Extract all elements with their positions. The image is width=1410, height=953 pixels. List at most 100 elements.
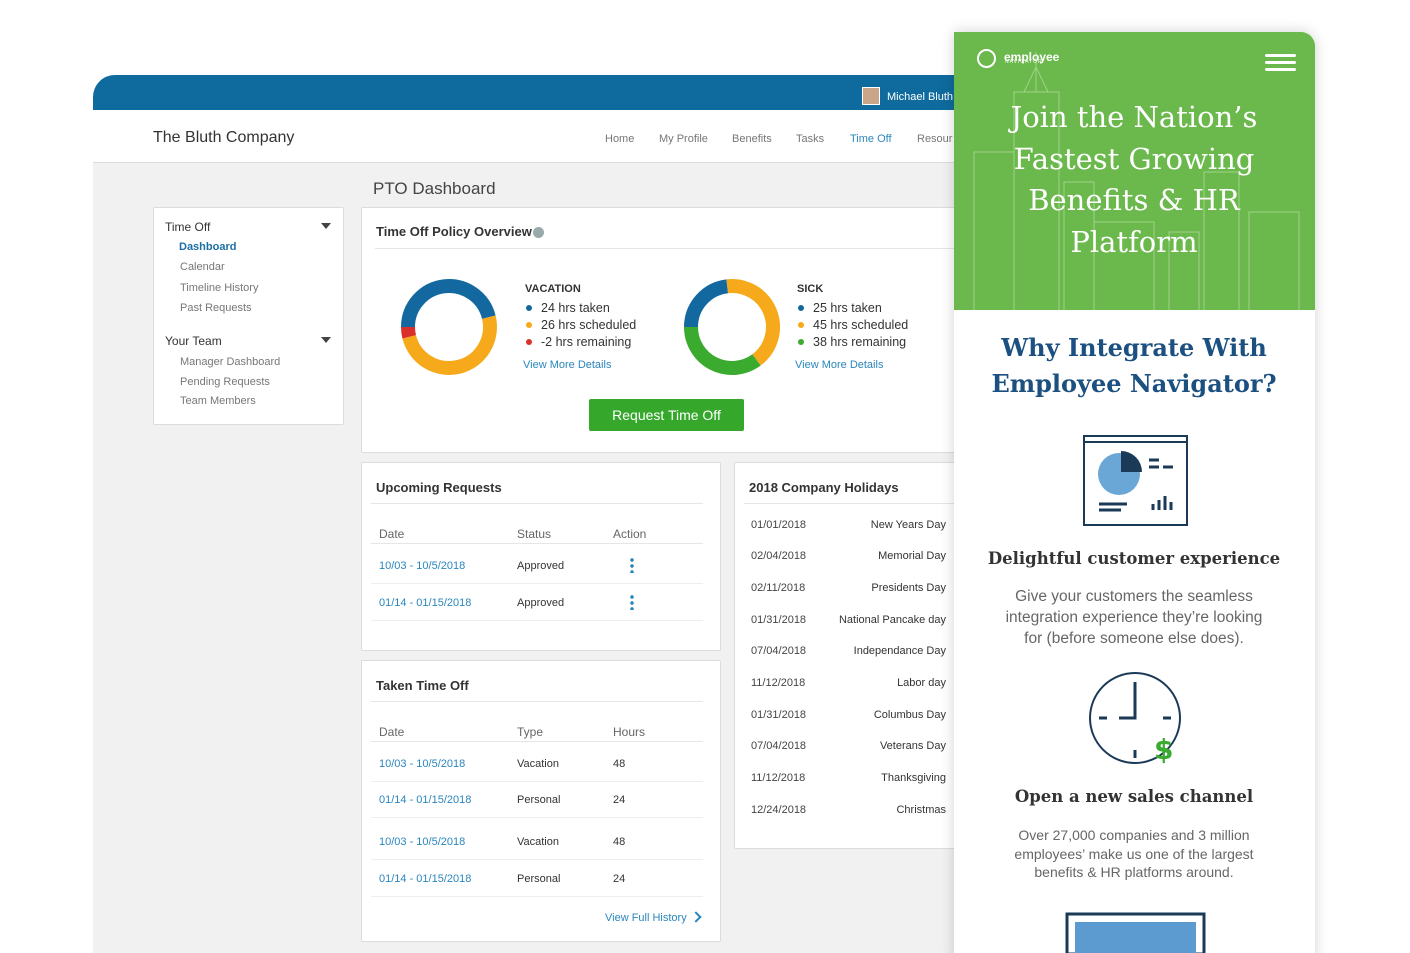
caret[interactable] <box>321 337 331 343</box>
legend-item: 45 hrs scheduled <box>813 317 908 333</box>
nav-link[interactable]: Home <box>605 133 635 145</box>
legend-dot <box>526 305 532 311</box>
building <box>1093 221 1155 310</box>
details-link[interactable]: View More Details <box>523 359 612 371</box>
card-title: 2018 Company Holidays <box>749 480 899 495</box>
holiday-name: Presidents Day <box>871 582 946 594</box>
table-cell: Vacation <box>517 836 559 848</box>
city-lines <box>973 52 1300 310</box>
table-cell[interactable]: 01/14 - 01/15/2018 <box>379 597 472 609</box>
donut-segment <box>684 279 729 328</box>
details-link[interactable]: View More Details <box>795 359 884 371</box>
holiday-name: Independance Day <box>853 645 946 657</box>
table-cell: 24 <box>613 873 626 885</box>
holiday-date: 07/04/2018 <box>751 645 807 657</box>
upcoming-card <box>361 462 721 651</box>
hours-value: 26 <box>541 318 555 332</box>
action-menu[interactable] <box>630 594 634 610</box>
history-link[interactable]: View Full History <box>605 912 687 924</box>
sidebar-item[interactable]: Timeline History <box>180 282 259 294</box>
sidebar-item[interactable]: Team Members <box>180 395 256 407</box>
laptop-screen <box>1075 922 1196 953</box>
table-cell[interactable]: 10/03 - 10/5/2018 <box>379 758 466 770</box>
nav-link[interactable]: Benefits <box>732 133 772 145</box>
legend-dot <box>526 322 532 328</box>
legend-dot <box>798 322 804 328</box>
column-header: Action <box>613 527 647 541</box>
spire <box>1023 52 1049 93</box>
feature-text: Give your customers the seamless integra… <box>1005 588 1263 647</box>
sidebar-item[interactable]: Past Requests <box>180 302 252 314</box>
hours-label: hrs remaining <box>830 335 907 349</box>
logo-text: employee <box>1004 50 1060 64</box>
building <box>1168 231 1200 310</box>
legend-item: 24 hrs taken <box>541 300 610 316</box>
divider <box>371 543 703 544</box>
hours-value: 25 <box>813 301 827 315</box>
donut-segment <box>684 326 761 375</box>
card-title: Time Off Policy Overview <box>376 224 532 239</box>
policy-name: SICK <box>797 283 824 295</box>
menu-bar[interactable] <box>1265 54 1296 57</box>
company-name: The Bluth Company <box>153 129 295 146</box>
sidebar-group[interactable]: Time Off <box>165 220 211 234</box>
holiday-date: 01/31/2018 <box>751 614 807 626</box>
bars <box>1099 458 1173 512</box>
table-cell: Approved <box>517 560 565 572</box>
logo-sub: NAVIGATOR <box>1005 59 1043 65</box>
menu-bar[interactable] <box>1265 68 1296 71</box>
divider <box>371 620 703 621</box>
nav-link[interactable]: My Profile <box>659 133 708 145</box>
clock <box>1089 672 1181 764</box>
sidebar-item[interactable]: Calendar <box>180 261 225 273</box>
holiday-date: 12/24/2018 <box>751 804 807 816</box>
hours-label: hrs scheduled <box>830 318 909 332</box>
caret[interactable] <box>321 223 331 229</box>
page-title: PTO Dashboard <box>373 179 496 198</box>
dollar-icon: $ <box>1154 733 1173 766</box>
divider <box>371 701 703 702</box>
table-cell: 48 <box>613 836 626 848</box>
table-cell: Approved <box>517 597 565 609</box>
table-cell[interactable]: 10/03 - 10/5/2018 <box>379 560 466 572</box>
donut-segment <box>726 279 780 366</box>
feature-text: Over 27,000 companies and 3 million empl… <box>1014 827 1254 880</box>
building <box>1203 171 1240 310</box>
sidebar-group[interactable]: Your Team <box>165 334 222 348</box>
menu-bar[interactable] <box>1265 61 1296 64</box>
legend-dot <box>798 305 804 311</box>
holiday-name: Labor day <box>897 677 946 689</box>
divider <box>371 817 703 818</box>
holiday-name: Memorial Day <box>878 550 946 562</box>
nav-link[interactable]: Time Off <box>850 133 892 145</box>
hours-label: hrs taken <box>830 301 882 315</box>
donut-segment <box>401 326 417 339</box>
user-name: Michael Bluth <box>887 91 954 103</box>
divider <box>371 859 703 860</box>
divider <box>371 741 703 742</box>
divider <box>375 248 954 249</box>
sidebar-item[interactable]: Dashboard <box>179 241 237 253</box>
holiday-name: Thanksgiving <box>881 772 946 784</box>
sidebar-item[interactable]: Pending Requests <box>180 376 270 388</box>
holidays-card <box>734 462 986 849</box>
holiday-date: 07/04/2018 <box>751 740 807 752</box>
sidebar-item[interactable]: Manager Dashboard <box>180 356 281 368</box>
column-header: Date <box>379 527 405 541</box>
table-cell[interactable]: 10/03 - 10/5/2018 <box>379 836 466 848</box>
nav-link[interactable]: Resour <box>917 133 953 145</box>
table-cell: 24 <box>613 794 626 806</box>
holiday-date: 11/12/2018 <box>751 677 806 689</box>
table-cell: Personal <box>517 873 561 885</box>
table-cell[interactable]: 01/14 - 01/15/2018 <box>379 794 472 806</box>
request-button[interactable]: Request Time Off <box>589 399 744 431</box>
clock-hands <box>1099 682 1171 758</box>
table-cell: Personal <box>517 794 561 806</box>
nav-bar <box>93 110 954 163</box>
table-cell[interactable]: 01/14 - 01/15/2018 <box>379 873 472 885</box>
action-menu[interactable] <box>630 557 634 573</box>
nav-link[interactable]: Tasks <box>796 133 825 145</box>
holiday-date: 01/31/2018 <box>751 709 807 721</box>
